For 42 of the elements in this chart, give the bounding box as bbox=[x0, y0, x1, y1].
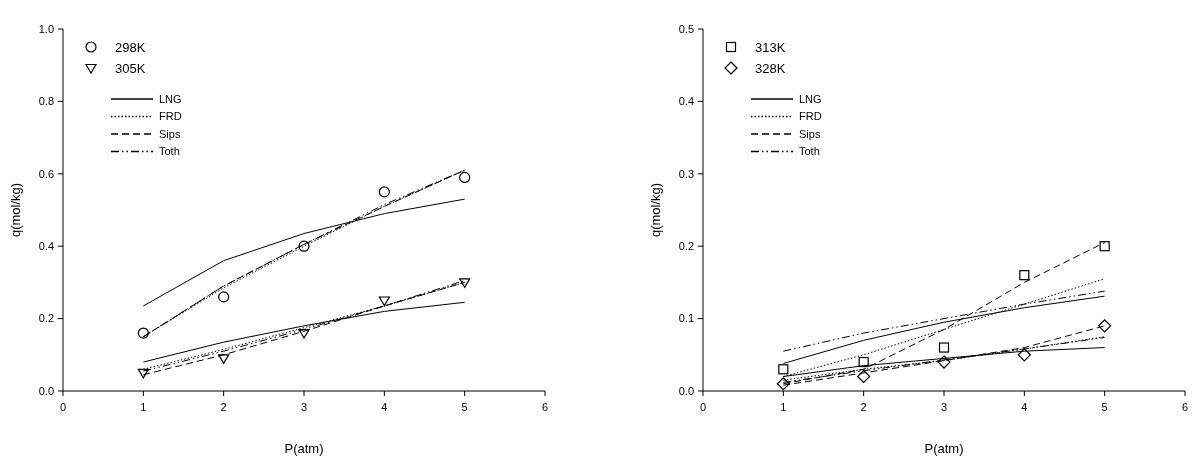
x-tick-label: 3 bbox=[300, 401, 308, 413]
legend-label: FRD bbox=[799, 110, 822, 123]
legend-label: FRD bbox=[159, 110, 182, 123]
legend-label: LNG bbox=[159, 92, 182, 105]
x-tick-label: 5 bbox=[461, 401, 468, 413]
x-tick-label: 2 bbox=[220, 401, 227, 413]
legend-label: 305K bbox=[115, 60, 146, 76]
legend-label: 298K bbox=[115, 39, 146, 55]
x-axis-title: P(atm) bbox=[924, 441, 964, 456]
legend-label: Toth bbox=[159, 145, 180, 158]
y-tick-label: 0.4 bbox=[38, 240, 54, 253]
x-tick-label: 2 bbox=[860, 401, 867, 413]
y-axis-title: q(mol/kg) bbox=[648, 182, 663, 238]
y-tick-label: 0.0 bbox=[38, 384, 54, 397]
legend-label: 313K bbox=[755, 39, 786, 55]
x-tick-label: 0 bbox=[699, 401, 707, 413]
legend-label: LNG bbox=[799, 92, 822, 105]
y-tick-label: 0.5 bbox=[678, 22, 694, 35]
x-tick-label: 0 bbox=[59, 401, 67, 413]
x-tick-label: 4 bbox=[381, 401, 388, 413]
x-tick-label: 5 bbox=[1101, 401, 1108, 413]
y-tick-label: 0.1 bbox=[678, 312, 694, 325]
y-tick-label: 0.2 bbox=[678, 240, 694, 253]
legend-label: Toth bbox=[799, 145, 820, 158]
x-tick-label: 6 bbox=[1181, 401, 1189, 413]
x-tick-label: 1 bbox=[140, 401, 147, 413]
y-axis-title: q(mol/kg) bbox=[8, 182, 23, 238]
y-tick-label: 0.6 bbox=[38, 167, 54, 180]
legend-label: 328K bbox=[755, 60, 786, 76]
y-tick-label: 0.0 bbox=[678, 384, 694, 397]
x-tick-label: 1 bbox=[780, 401, 787, 413]
y-tick-label: 1.0 bbox=[38, 22, 54, 35]
y-tick-label: 0.8 bbox=[38, 95, 54, 108]
x-tick-label: 4 bbox=[1021, 401, 1028, 413]
x-tick-label: 6 bbox=[541, 401, 549, 413]
x-axis-title: P(atm) bbox=[284, 441, 324, 456]
x-tick-label: 3 bbox=[940, 401, 948, 413]
legend-label: Sips bbox=[799, 127, 821, 140]
legend-label: Sips bbox=[159, 127, 181, 140]
y-tick-label: 0.3 bbox=[678, 167, 694, 180]
y-tick-label: 0.4 bbox=[678, 95, 694, 108]
y-tick-label: 0.2 bbox=[38, 312, 54, 325]
